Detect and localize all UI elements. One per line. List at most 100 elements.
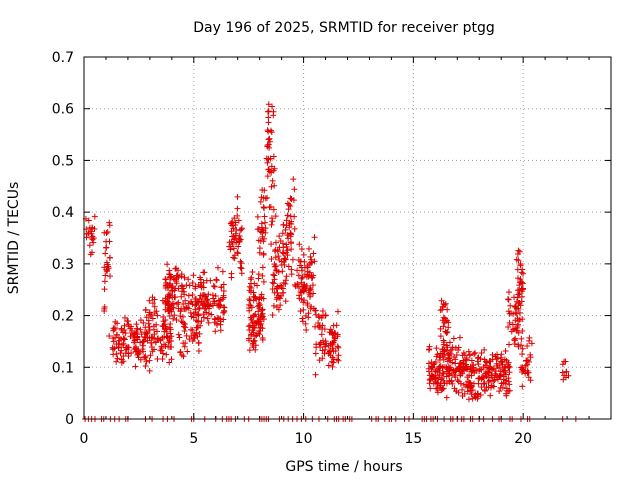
data-point	[181, 328, 188, 335]
data-point	[519, 285, 526, 292]
data-point	[291, 281, 298, 288]
data-point	[440, 323, 447, 330]
data-point	[330, 356, 337, 363]
data-point	[454, 377, 461, 384]
data-point	[181, 320, 188, 327]
data-point	[141, 334, 148, 341]
data-point	[154, 336, 161, 343]
data-point	[520, 270, 527, 277]
data-point	[437, 350, 444, 357]
data-point	[248, 284, 255, 291]
data-point	[231, 215, 238, 222]
data-point	[501, 371, 508, 378]
data-point	[520, 367, 527, 374]
data-point	[271, 182, 278, 189]
data-point	[270, 280, 277, 287]
data-point	[443, 329, 450, 336]
data-point	[264, 173, 271, 180]
data-point	[160, 323, 167, 330]
data-point	[444, 306, 451, 313]
data-point	[283, 243, 290, 250]
data-point	[514, 294, 521, 301]
data-point	[251, 333, 258, 340]
data-point	[475, 361, 482, 368]
data-point	[255, 275, 262, 282]
data-point	[319, 347, 326, 354]
data-point	[465, 396, 472, 403]
data-point	[502, 347, 509, 354]
data-point	[200, 314, 207, 321]
data-point	[166, 313, 173, 320]
data-point	[268, 221, 275, 228]
data-point	[268, 129, 275, 136]
data-point	[331, 337, 338, 344]
data-point	[562, 374, 569, 381]
data-point	[190, 334, 197, 341]
data-point	[280, 221, 287, 228]
data-point	[302, 320, 309, 327]
data-point	[480, 364, 487, 371]
data-point	[456, 334, 463, 341]
data-point	[252, 294, 259, 301]
data-point	[310, 250, 317, 257]
data-point	[519, 345, 526, 352]
data-point	[499, 366, 506, 373]
data-point	[259, 186, 266, 193]
data-point	[259, 233, 266, 240]
data-point	[214, 314, 221, 321]
data-point	[175, 331, 182, 338]
data-point	[135, 354, 142, 361]
data-point	[121, 314, 128, 321]
data-point	[260, 251, 267, 258]
data-point	[475, 354, 482, 361]
data-point	[168, 338, 175, 345]
data-point	[162, 276, 169, 283]
data-point	[271, 248, 278, 255]
data-point	[282, 298, 289, 305]
data-point	[266, 135, 273, 142]
data-point	[447, 346, 454, 353]
data-point	[268, 241, 275, 248]
data-point	[503, 390, 510, 397]
data-point	[433, 345, 440, 352]
data-point	[515, 247, 522, 254]
data-point	[143, 330, 150, 337]
plot-frame	[83, 56, 612, 420]
data-point	[287, 230, 294, 237]
data-point	[267, 127, 274, 134]
data-point	[170, 315, 177, 322]
data-point	[110, 327, 117, 334]
data-point	[170, 275, 177, 282]
data-point	[287, 195, 294, 202]
data-point	[276, 256, 283, 263]
data-point	[279, 240, 286, 247]
data-point	[499, 384, 506, 391]
data-point	[282, 256, 289, 263]
x-axis-label: GPS time / hours	[285, 459, 402, 475]
data-point	[290, 197, 297, 204]
data-point	[249, 319, 256, 326]
data-point	[122, 344, 129, 351]
data-point	[436, 384, 443, 391]
data-point	[89, 224, 96, 231]
data-point	[296, 241, 303, 248]
data-point	[102, 250, 109, 257]
data-point	[256, 327, 263, 334]
data-point	[522, 362, 529, 369]
data-point	[464, 374, 471, 381]
data-point	[185, 276, 192, 283]
data-point	[495, 364, 502, 371]
data-point	[149, 348, 156, 355]
data-point	[321, 350, 328, 357]
data-point	[217, 327, 224, 334]
data-point	[271, 263, 278, 270]
data-point	[453, 388, 460, 395]
data-point	[559, 369, 566, 376]
data-point	[319, 355, 326, 362]
data-point	[279, 230, 286, 237]
data-point	[334, 308, 341, 315]
data-point	[271, 289, 278, 296]
data-point	[189, 280, 196, 287]
data-point	[204, 296, 211, 303]
data-point	[282, 226, 289, 233]
